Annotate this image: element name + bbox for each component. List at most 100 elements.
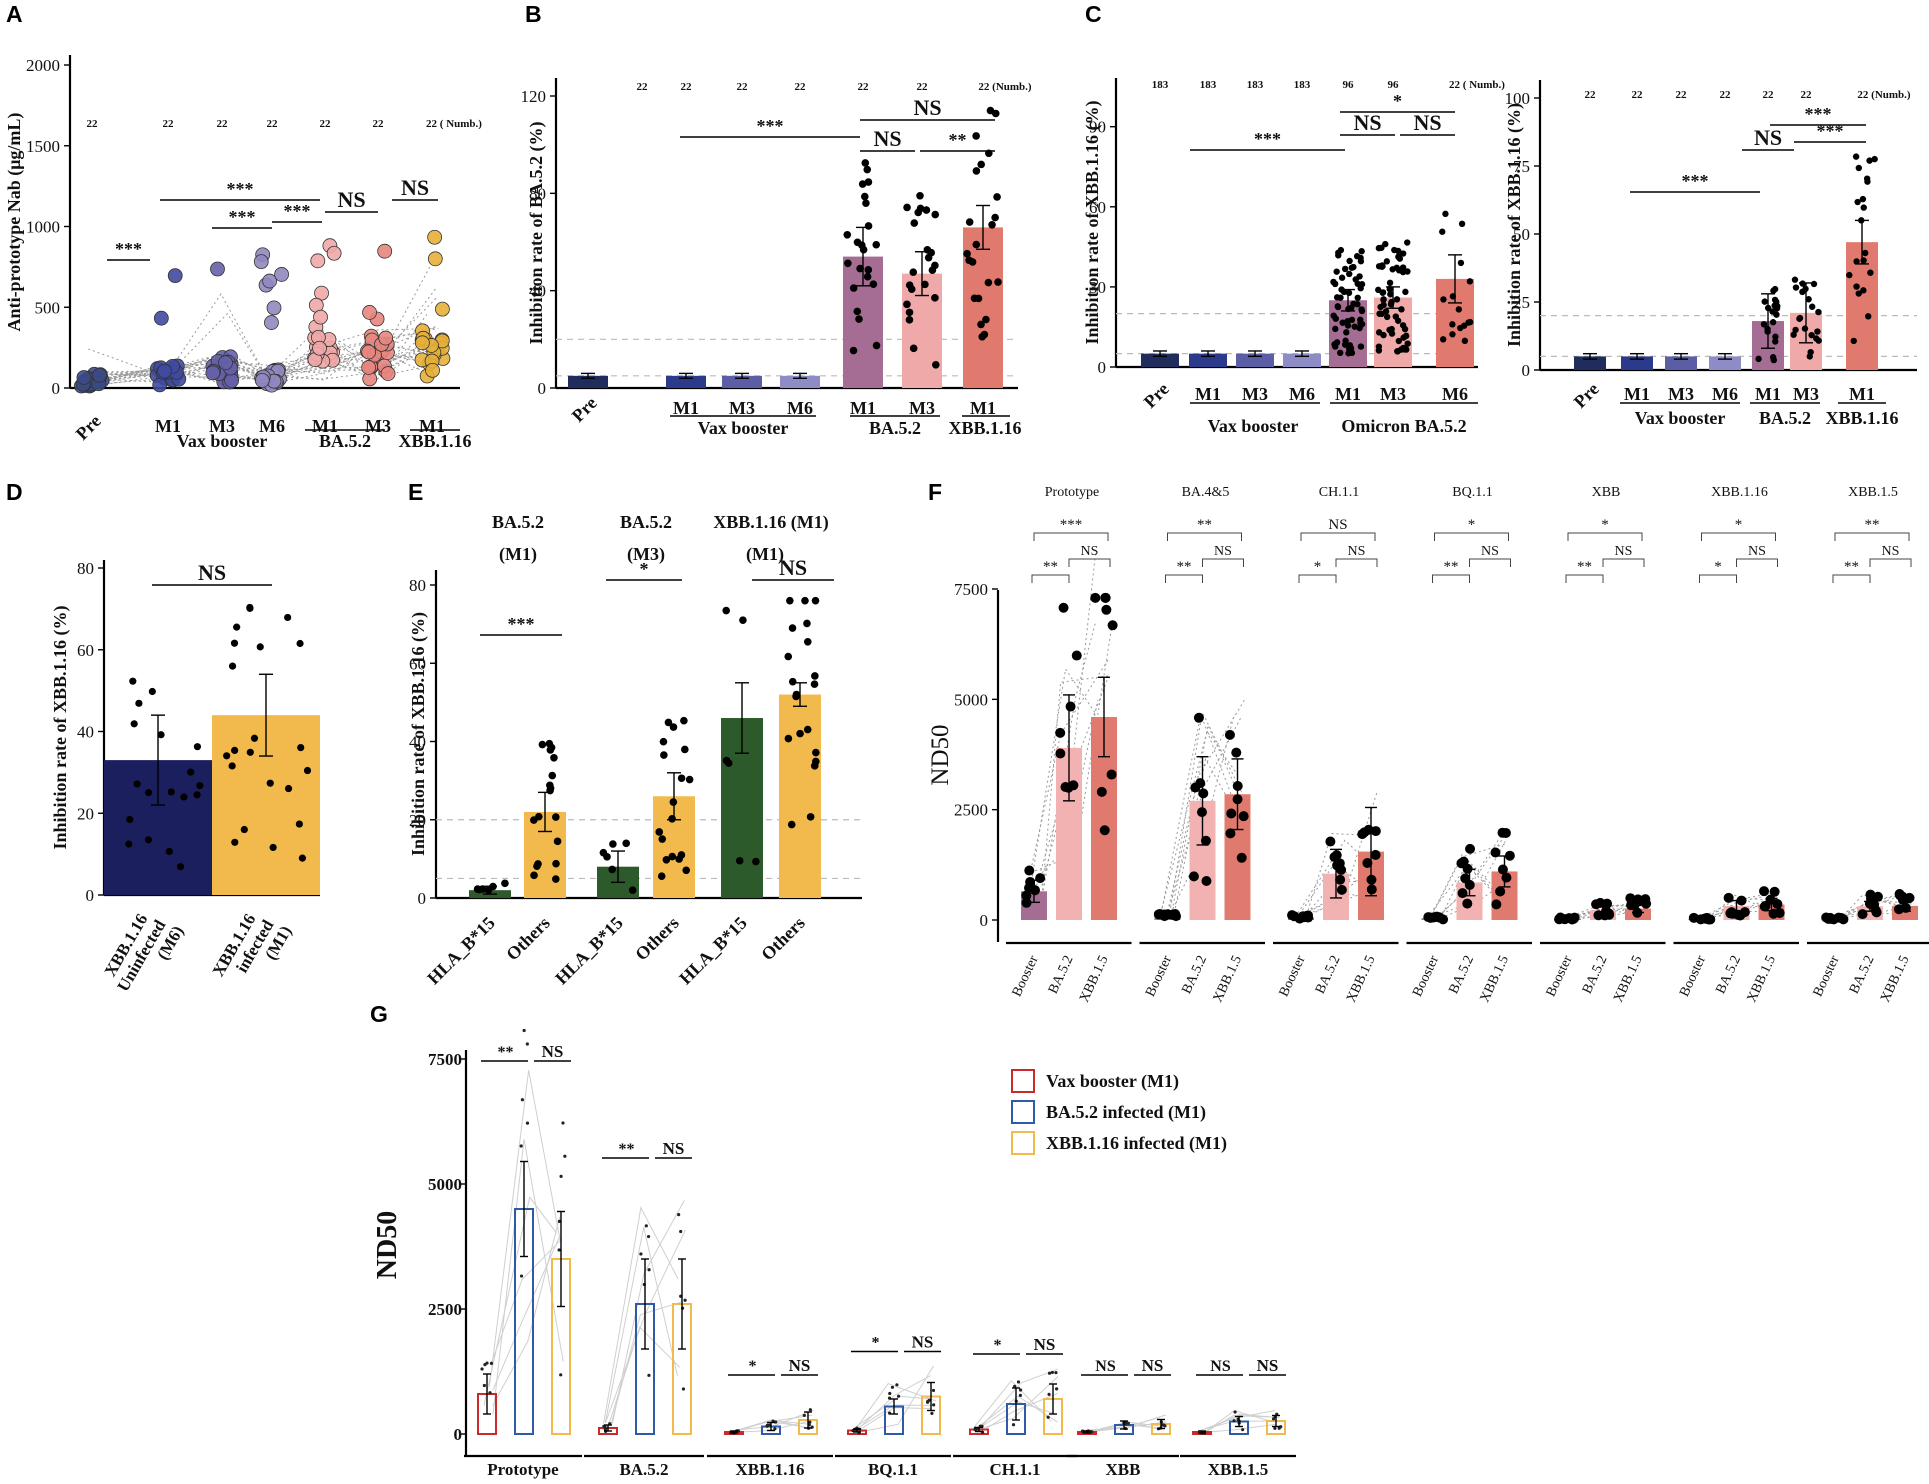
data-point <box>1238 811 1249 822</box>
data-point <box>786 596 794 605</box>
data-point <box>1404 268 1411 275</box>
significance-label: * <box>749 1358 757 1375</box>
y-axis-title: Inhibition rate of BA.5.2 (%) <box>526 121 547 344</box>
significance-label: NS <box>1754 125 1782 150</box>
data-point <box>1755 355 1762 363</box>
connecting-line <box>1306 833 1367 916</box>
legend: Vax booster (M1) BA.5.2 infected (M1) XBB.… <box>1011 1069 1227 1155</box>
data-point <box>1460 322 1468 329</box>
x-tick-label: BA.5.2 <box>1713 953 1744 996</box>
panel-b: 0 40 80 120 Inhibition rate of BA.5.2 (%) Pre… <box>521 78 1032 438</box>
data-point <box>167 268 183 284</box>
data-point <box>1386 279 1394 287</box>
data-point <box>1399 250 1407 257</box>
data-point <box>482 1383 486 1388</box>
data-point <box>1391 246 1398 254</box>
connecting-line <box>1040 622 1096 906</box>
data-point <box>1344 322 1352 329</box>
data-point <box>535 812 543 821</box>
y-tick-label: 50 <box>1513 225 1530 244</box>
data-point <box>869 280 878 288</box>
significance-bracket <box>1869 558 1912 567</box>
x-tick-label: M6 <box>1442 384 1468 404</box>
data-point <box>1860 287 1867 294</box>
data-point <box>660 751 668 759</box>
y-tick-label: 100 <box>1505 89 1531 108</box>
legend-swatch <box>1011 1069 1035 1093</box>
significance-label: NS <box>1481 544 1499 559</box>
data-point <box>1761 298 1768 305</box>
data-point <box>991 109 1000 118</box>
data-point <box>1805 296 1812 303</box>
count-label: 96 <box>1343 79 1355 91</box>
data-point <box>1071 650 1082 661</box>
data-point <box>1490 847 1501 858</box>
data-point <box>1439 336 1447 343</box>
data-point <box>557 1248 561 1252</box>
group-label: XBB.1.16 <box>1825 408 1898 428</box>
data-point <box>545 739 554 748</box>
significance-label: NS <box>913 95 941 120</box>
data-point <box>735 856 744 865</box>
data-point <box>425 362 440 378</box>
data-point <box>1814 328 1821 335</box>
data-point <box>914 208 923 217</box>
data-point <box>923 246 932 254</box>
data-point <box>254 372 270 388</box>
significance-label: NS <box>542 1042 564 1061</box>
significance-label: *** <box>284 201 311 221</box>
data-point <box>858 180 867 188</box>
data-point <box>1461 337 1469 345</box>
data-point <box>1855 164 1863 172</box>
data-point <box>246 603 254 612</box>
data-point <box>677 1213 681 1217</box>
data-point <box>1439 228 1446 235</box>
significance-bracket <box>1434 532 1509 541</box>
data-point <box>520 1098 525 1102</box>
data-point <box>844 259 852 268</box>
data-point <box>326 245 342 261</box>
data-point <box>864 178 873 186</box>
y-tick-label: 7500 <box>428 1050 462 1069</box>
data-point <box>546 784 555 792</box>
significance-label: NS <box>1210 1358 1231 1375</box>
data-point <box>655 828 664 836</box>
data-point <box>224 373 240 388</box>
data-point <box>683 1298 687 1302</box>
y-axis-title: Inhibition rate of XBB.1.16 (%) <box>50 605 71 849</box>
x-tick-label: XBB.1.5 <box>1744 953 1779 1004</box>
significance-label: NS <box>1615 544 1633 559</box>
data-point <box>1333 268 1340 275</box>
connecting-line <box>1200 1410 1276 1431</box>
data-point <box>860 192 869 201</box>
data-point <box>1387 291 1394 298</box>
facet-title: BA.4&5 <box>1182 485 1230 500</box>
significance-bracket <box>1432 574 1470 583</box>
data-point <box>1495 886 1506 897</box>
data-point <box>196 782 204 790</box>
significance-label: NS <box>779 555 807 580</box>
connecting-line <box>1839 895 1901 918</box>
data-point <box>1021 897 1032 908</box>
data-point <box>1397 346 1405 353</box>
data-point <box>1341 265 1349 273</box>
count-label: 22 <box>858 81 870 93</box>
data-point <box>1224 729 1235 740</box>
y-tick-label: 20 <box>77 804 94 823</box>
data-point <box>180 793 188 801</box>
significance-label: * <box>1714 559 1722 575</box>
connecting-line <box>1168 713 1235 919</box>
connecting-line <box>861 1365 934 1433</box>
data-point <box>924 253 933 262</box>
count-label: 183 <box>1200 79 1217 91</box>
data-point <box>1331 280 1339 288</box>
data-point <box>888 1391 892 1396</box>
data-point <box>1124 1422 1128 1426</box>
data-point <box>657 872 666 881</box>
significance-label: *** <box>227 179 254 199</box>
x-tick-label: Others <box>631 913 683 965</box>
bar <box>1189 353 1227 367</box>
count-label: 22 <box>267 118 279 130</box>
panel-subtitle: (M1) <box>746 544 784 565</box>
data-point <box>788 677 797 686</box>
